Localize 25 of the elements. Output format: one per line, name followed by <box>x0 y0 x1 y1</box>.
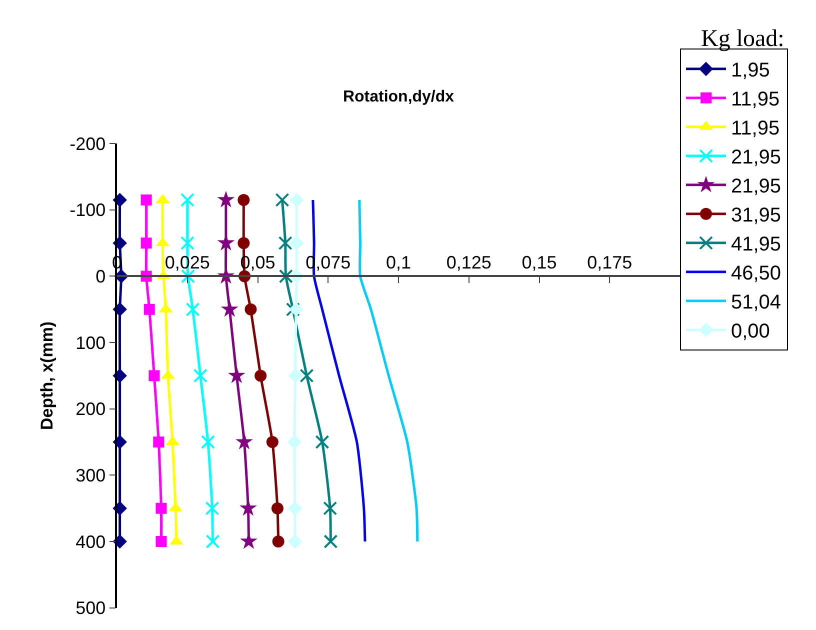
legend-label: 11,95 <box>731 88 780 111</box>
legend-label: 21,95 <box>731 176 782 198</box>
y-tick-label: 400 <box>76 532 106 552</box>
y-tick-label: -100 <box>70 200 106 220</box>
y-axis-title: Depth, x(mm) <box>38 321 57 430</box>
y-tick-label: 500 <box>76 598 106 618</box>
legend-label: 1,95 <box>731 60 770 82</box>
y-tick-label: 300 <box>76 465 106 486</box>
x-tick-label: 0,15 <box>522 252 557 272</box>
legend-label: 21,95 <box>731 146 782 169</box>
y-tick-label: 200 <box>76 399 106 420</box>
chart-title: Rotation,dy/dx <box>342 88 454 106</box>
x-tick-label: 0,1 <box>386 252 412 272</box>
y-tick-label: 100 <box>76 332 106 353</box>
y-tick-label: 0 <box>96 266 106 287</box>
x-tick-label: 0,125 <box>446 252 492 272</box>
legend-label: 46,50 <box>731 262 782 285</box>
legend-title: Kg load: <box>701 26 784 52</box>
legend-label: 51,04 <box>731 292 782 314</box>
legend-label: 11,95 <box>731 118 780 140</box>
y-tick-label: -200 <box>70 134 106 154</box>
x-tick-label: 0,175 <box>587 252 632 272</box>
legend-label: 31,95 <box>731 204 782 227</box>
legend-label: 41,95 <box>731 234 782 256</box>
legend-label: 0,00 <box>731 320 770 343</box>
